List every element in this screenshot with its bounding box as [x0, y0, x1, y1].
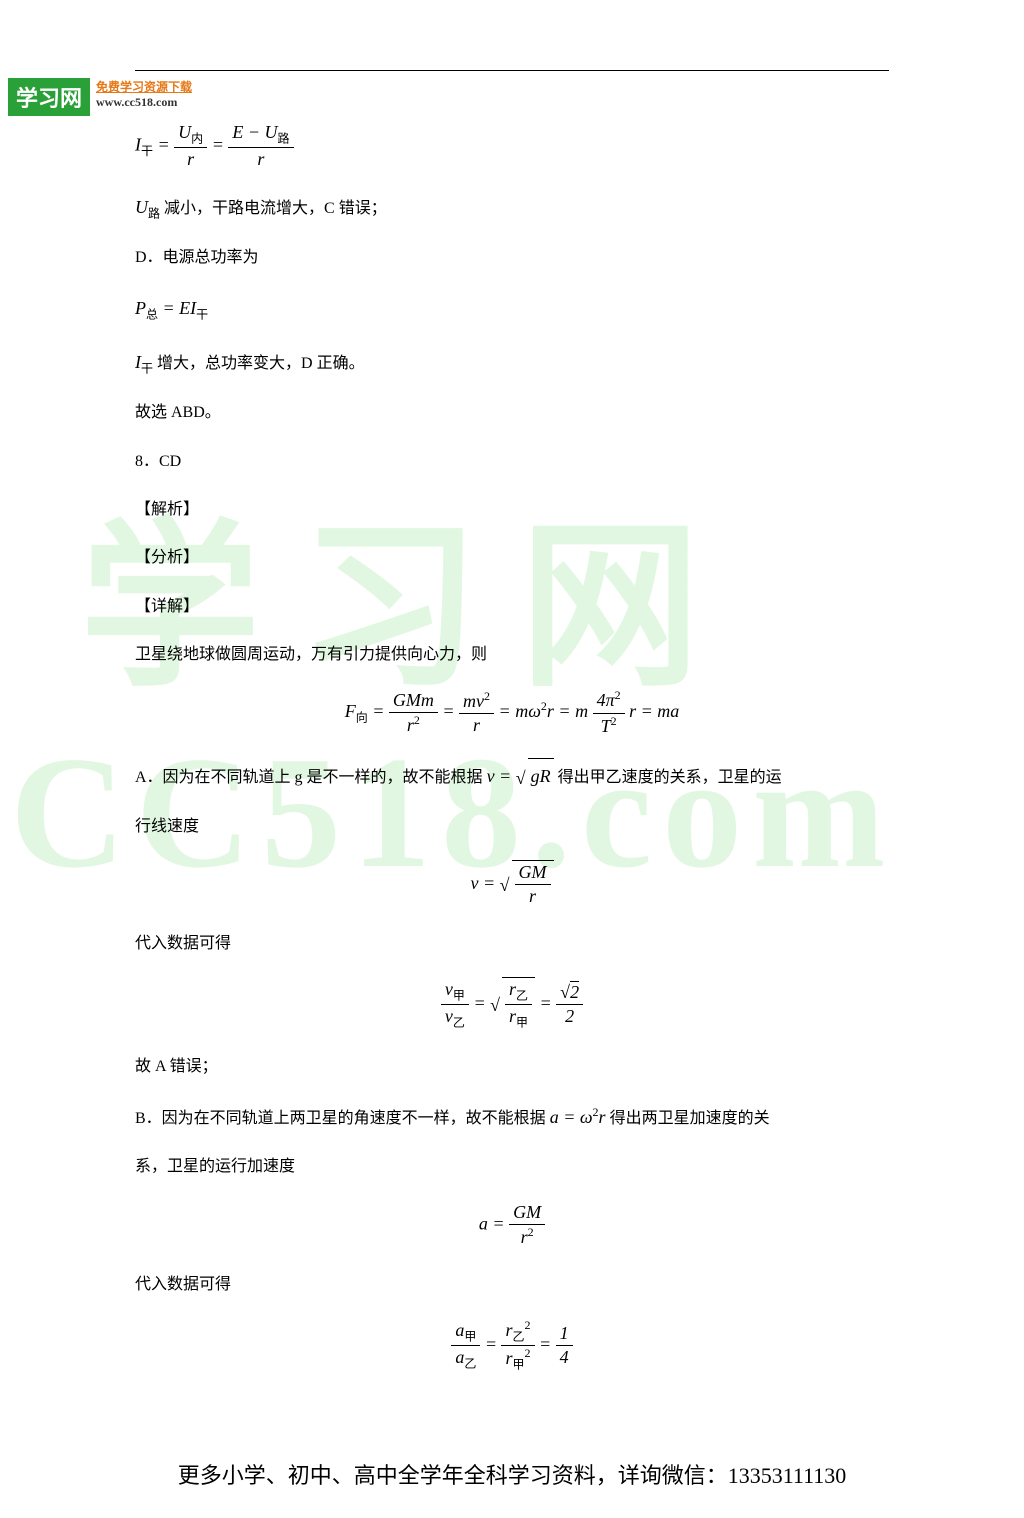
- para-14: 代入数据可得: [135, 1270, 889, 1300]
- para-13b: 系，卫星的运行加速度: [135, 1152, 889, 1182]
- equation-6: a = GMr2: [135, 1201, 889, 1250]
- equation-7: a甲 a乙 = r乙2 r甲2 = 1 4: [135, 1318, 889, 1373]
- para-12: 故 A 错误；: [135, 1052, 889, 1082]
- equation-1: I干 = U内r = E − U路r: [135, 121, 889, 172]
- equation-3: F向 = GMmr2 = mv2r = mω2r = m 4π2T2 r = m…: [135, 688, 889, 738]
- page-content: I干 = U内r = E − U路r U路 减小，干路电流增大，C 错误； D．…: [135, 70, 889, 1373]
- para-8: 【详解】: [135, 592, 889, 622]
- para-2: D．电源总功率为: [135, 243, 889, 273]
- logo-area: 学习网 免费学习资源下载 www.cc518.com: [8, 78, 192, 116]
- para-9: 卫星绕地球做圆周运动，万有引力提供向心力，则: [135, 640, 889, 670]
- logo-brand: 学习网: [8, 78, 90, 116]
- para-1: U路 减小，干路电流增大，C 错误；: [135, 190, 889, 225]
- equation-5: v甲 v乙 = r乙 r甲 = √2 2: [135, 977, 889, 1031]
- para-13: B．因为在不同轨道上两卫星的角速度不一样，故不能根据 a = ω2r 得出两卫星…: [135, 1100, 889, 1134]
- equation-2: P总 = EI干: [135, 291, 889, 326]
- para-10b: 行线速度: [135, 812, 889, 842]
- para-11: 代入数据可得: [135, 929, 889, 959]
- equation-4: v = GMr: [135, 860, 889, 909]
- logo-tagline: 免费学习资源下载: [96, 80, 192, 94]
- para-7: 【分析】: [135, 543, 889, 573]
- para-4: 故选 ABD。: [135, 398, 889, 428]
- footer-text: 更多小学、初中、高中全学年全科学习资料，详询微信：13353111130: [0, 1458, 1024, 1490]
- logo-text: 免费学习资源下载 www.cc518.com: [96, 78, 192, 110]
- para-6: 【解析】: [135, 495, 889, 525]
- logo-url: www.cc518.com: [96, 95, 177, 109]
- para-3: I干 增大，总功率变大，D 正确。: [135, 345, 889, 380]
- para-10: A．因为在不同轨道上 g 是不一样的，故不能根据 v = gR 得出甲乙速度的关…: [135, 758, 889, 793]
- para-5: 8．CD: [135, 447, 889, 477]
